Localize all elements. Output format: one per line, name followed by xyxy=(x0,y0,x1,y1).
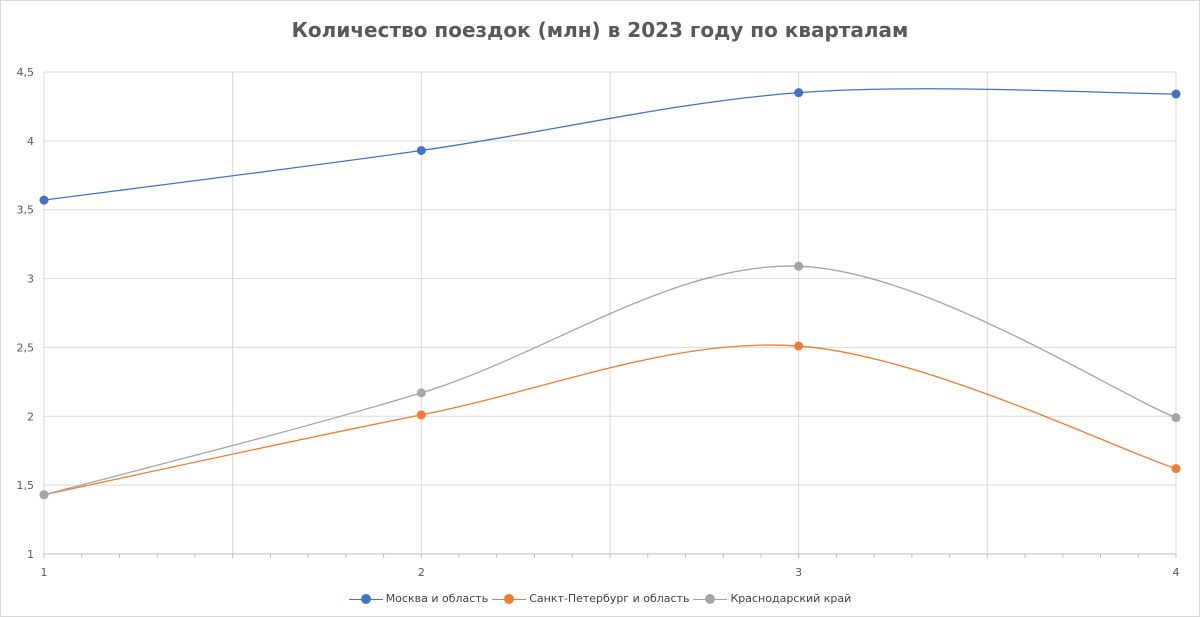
legend-item: Москва и область xyxy=(348,592,489,605)
chart-legend: Москва и область Санкт-Петербург и област… xyxy=(0,592,1200,605)
y-tick-label: 4 xyxy=(27,135,34,148)
x-tick-label: 1 xyxy=(41,566,48,579)
legend-marker-icon xyxy=(492,593,527,604)
x-tick-label: 2 xyxy=(418,566,425,579)
y-tick-label: 2 xyxy=(27,410,34,423)
data-point xyxy=(794,341,804,351)
data-point xyxy=(416,145,426,155)
legend-item: Санкт-Петербург и область xyxy=(492,592,689,605)
y-tick-label: 4,5 xyxy=(17,66,35,79)
chart-title: Количество поездок (млн) в 2023 году по … xyxy=(291,18,909,42)
x-tick-label: 3 xyxy=(795,566,802,579)
legend-label: Санкт-Петербург и область xyxy=(529,592,690,605)
legend-item: Краснодарский край xyxy=(693,592,851,605)
data-point xyxy=(1171,89,1181,99)
y-tick-label: 1,5 xyxy=(17,479,35,492)
y-tick-label: 1 xyxy=(27,548,34,561)
data-point xyxy=(1171,413,1181,423)
series-line xyxy=(43,265,1177,496)
series-line xyxy=(43,344,1177,496)
y-tick-label: 3,5 xyxy=(17,204,35,217)
data-point xyxy=(39,490,49,500)
legend-marker-icon xyxy=(693,593,728,604)
y-tick-label: 3 xyxy=(27,273,34,286)
data-point xyxy=(416,410,426,420)
data-point xyxy=(416,388,426,398)
data-point xyxy=(794,261,804,271)
data-point xyxy=(39,195,49,205)
series-line xyxy=(43,88,1177,201)
data-point xyxy=(1171,464,1181,474)
legend-label: Краснодарский край xyxy=(730,592,852,605)
data-point xyxy=(794,88,804,98)
legend-label: Москва и область xyxy=(385,592,489,605)
x-tick-label: 4 xyxy=(1173,566,1180,579)
legend-marker-icon xyxy=(348,593,383,604)
y-tick-label: 2,5 xyxy=(17,341,35,354)
